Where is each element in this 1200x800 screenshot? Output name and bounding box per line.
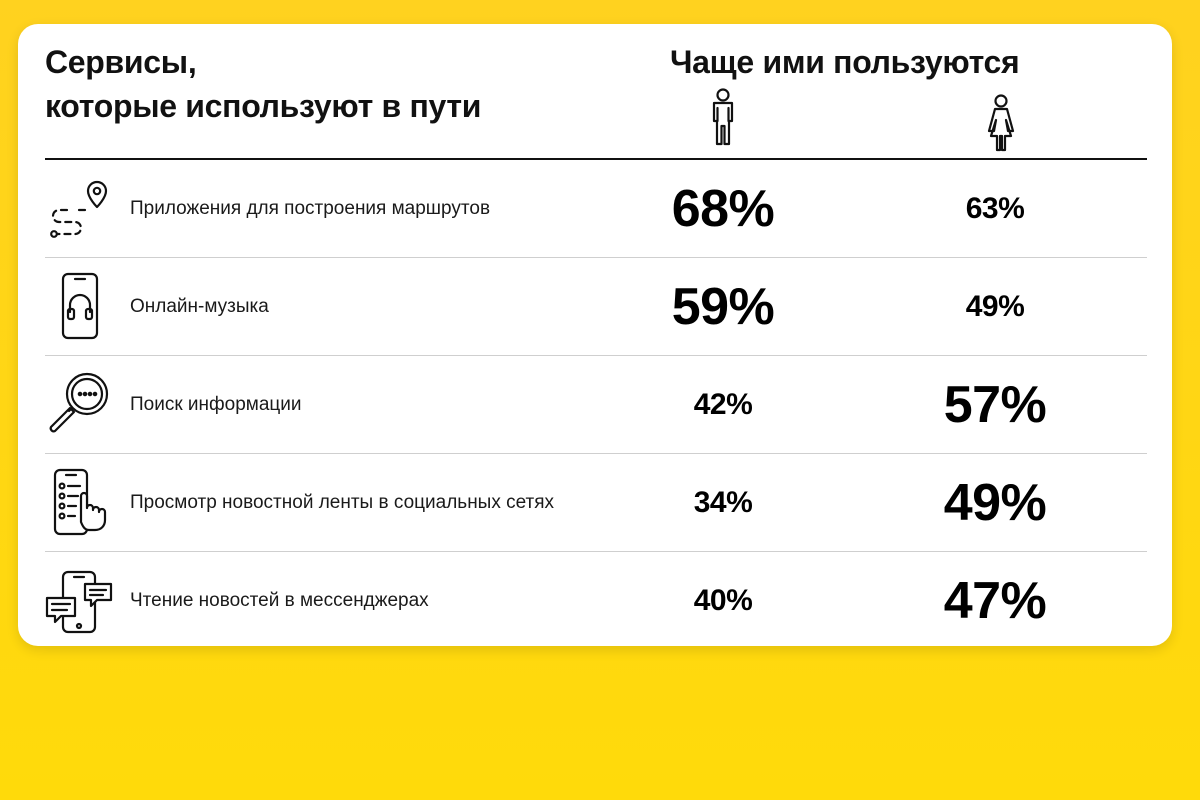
phone-headphones-icon (61, 272, 99, 340)
row-divider (45, 551, 1147, 552)
row-label: Чтение новостей в мессенджерах (130, 590, 429, 611)
row-divider (45, 257, 1147, 258)
table-row: Онлайн-музыка 59% 49% (45, 258, 1147, 356)
row-label: Просмотр новостной ленты в социальных се… (130, 492, 555, 513)
women-value: 49% (943, 474, 1047, 532)
men-value: 68% (671, 180, 775, 238)
header-divider (45, 158, 1147, 160)
column-header: Чаще ими пользуются (670, 44, 1020, 80)
table-row: Чтение новостей в мессенджерах 40% 47% (45, 552, 1147, 650)
women-value: 47% (943, 572, 1047, 630)
table-row: Поиск информации 42% 57% (45, 356, 1147, 454)
phone-feed-icon (53, 468, 107, 536)
men-value: 59% (671, 278, 775, 336)
men-value: 40% (693, 584, 753, 617)
row-label: Онлайн-музыка (130, 296, 269, 317)
table-row: Приложения для построения маршрутов 68% … (45, 160, 1147, 258)
magnifier-icon (49, 372, 109, 433)
row-divider (45, 355, 1147, 356)
female-figure-icon (987, 94, 1015, 152)
content-card: Сервисы, которые используют в пути Чаще … (18, 24, 1172, 646)
row-label: Поиск информации (130, 394, 302, 415)
page-title: Сервисы, которые используют в пути (45, 40, 481, 128)
women-value: 49% (965, 290, 1025, 323)
phone-chat-icon (45, 570, 113, 634)
row-divider (45, 453, 1147, 454)
table-row: Просмотр новостной ленты в социальных се… (45, 454, 1147, 552)
women-value: 63% (965, 192, 1025, 225)
men-value: 34% (693, 486, 753, 519)
title-line-1: Сервисы, (45, 44, 197, 80)
row-label: Приложения для построения маршрутов (130, 198, 491, 219)
route-pin-icon (50, 180, 108, 238)
title-line-2: которые используют в пути (45, 88, 482, 124)
men-value: 42% (693, 388, 753, 421)
women-value: 57% (943, 376, 1047, 434)
male-figure-icon (712, 88, 734, 146)
